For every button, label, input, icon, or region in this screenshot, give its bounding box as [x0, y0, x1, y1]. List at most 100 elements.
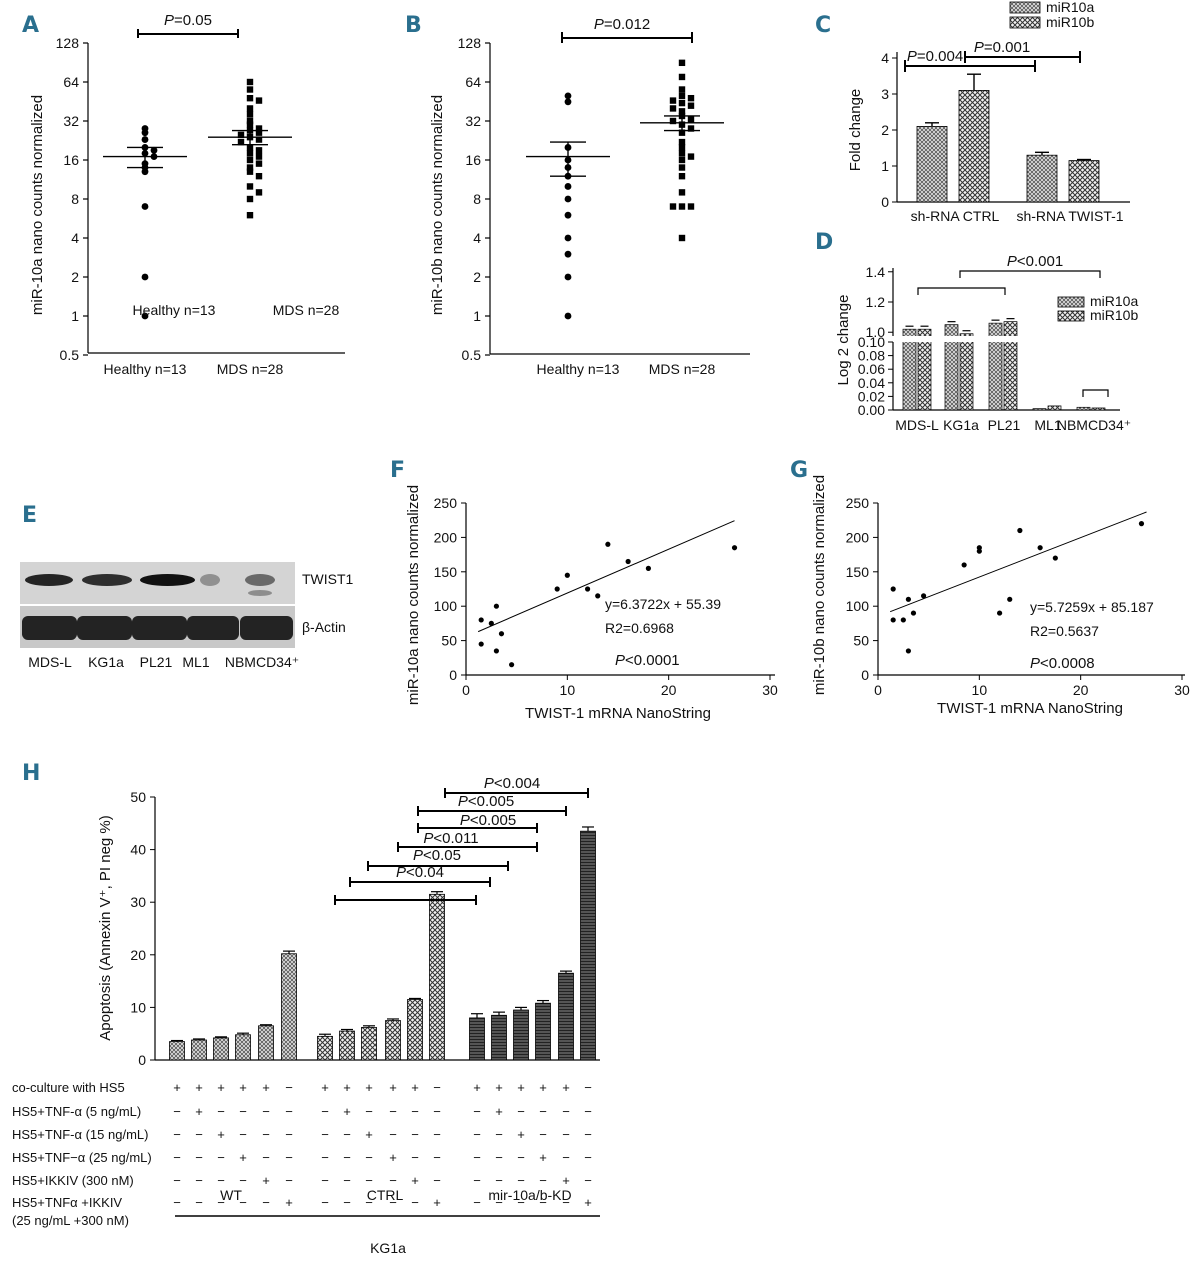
b-ytick-label: 32 — [465, 113, 481, 129]
c-ytick-label: 4 — [881, 50, 889, 66]
b-point-healthy — [564, 234, 572, 242]
panel-f-r2: R2=0.6968 — [605, 620, 674, 636]
panel-a-ylabel: miR-10a nano counts normalized — [29, 95, 46, 315]
b-ytick-label: 2 — [473, 269, 481, 285]
b-point-healthy — [564, 183, 572, 190]
c-ytick-label: 3 — [881, 86, 889, 102]
g-point — [961, 562, 967, 568]
b-ytick-label: 128 — [458, 35, 482, 51]
f-point — [585, 586, 591, 592]
a-point-mds — [255, 153, 263, 160]
f-fit-line — [477, 520, 735, 633]
b-point-healthy — [564, 195, 572, 203]
f-point — [478, 641, 484, 647]
a-point-mds — [255, 172, 263, 180]
g-point — [1017, 527, 1023, 534]
d-ytick-label: 1.2 — [866, 294, 886, 310]
b-point-mds — [687, 94, 695, 102]
panel-b: B miR-10b nano counts normalized 0.5 1 2 4 8… — [405, 13, 750, 377]
h-table-cell: + — [365, 1080, 373, 1095]
h-table-cell: − — [473, 1127, 481, 1142]
f-point — [493, 603, 499, 609]
h-table-cell: − — [343, 1195, 351, 1210]
h-pvalue: P<0.011 — [423, 830, 478, 847]
g-ytick-label: 250 — [846, 495, 870, 511]
b-point-mds — [678, 59, 686, 67]
h-table-cell: − — [239, 1195, 247, 1210]
d-bar-miR10b — [1003, 321, 1018, 411]
b-point-healthy — [564, 98, 572, 106]
panel-a-pvalue: P=0.05 — [164, 12, 212, 29]
b-ytick-label: 16 — [465, 152, 481, 168]
blot-actin-band — [22, 616, 77, 640]
b-ytick-label: 8 — [473, 191, 481, 207]
h-table-cell: + — [539, 1080, 547, 1095]
h-table-cell: − — [433, 1080, 441, 1095]
h-condition-label: HS5+TNF-α (5 ng/mL) — [12, 1104, 141, 1119]
h-table-cell: − — [517, 1104, 525, 1119]
h-table-cell: − — [285, 1104, 293, 1119]
d-bar-miR10b — [1047, 405, 1062, 411]
d-ytick-label: 0.00 — [858, 402, 885, 418]
h-table-cell: − — [195, 1173, 203, 1188]
panel-a-xtick-healthy: Healthy n=13 — [104, 361, 187, 377]
b-point-mds — [669, 117, 677, 125]
blot-twist1-band — [248, 590, 272, 596]
panel-d-letter: D — [815, 230, 833, 255]
h-table-cell: + — [365, 1127, 373, 1142]
h-table-cell: + — [195, 1080, 203, 1095]
b-point-mds — [678, 138, 686, 146]
h-table-cell: − — [411, 1127, 419, 1142]
a-point-mds — [246, 183, 254, 190]
h-bar-WT — [169, 1041, 185, 1061]
d-ytick-label: 0.02 — [858, 388, 885, 404]
d-ytick-label: 0.10 — [858, 334, 885, 350]
a-point-mds — [246, 86, 254, 93]
g-xtick-label: 10 — [972, 682, 988, 698]
h-bracket — [367, 861, 509, 871]
panel-b-pvalue: P=0.012 — [594, 16, 650, 33]
blot-actin-band — [77, 616, 132, 640]
h-table-cell: − — [584, 1080, 592, 1095]
a-ytick-label: 16 — [63, 152, 79, 168]
a-point-mds — [246, 156, 254, 164]
panel-c-letter: C — [815, 13, 831, 38]
h-table-cell: − — [321, 1195, 329, 1210]
a-point-mds — [255, 147, 263, 154]
b-point-mds — [678, 189, 686, 196]
d-xtick-label: PL21 — [988, 417, 1021, 433]
h-ytick-label: 30 — [130, 894, 146, 910]
h-table-cell: + — [389, 1080, 397, 1095]
blot-lane-label: NBMCD34⁺ — [225, 654, 299, 670]
a-ytick-label: 1 — [71, 308, 79, 324]
h-bar-mir-10a/b-KD — [513, 1009, 529, 1061]
g-point — [910, 610, 917, 616]
panel-b-xtick-mds: MDS n=28 — [649, 361, 716, 377]
h-table-cell: − — [584, 1173, 592, 1188]
h-pvalue: P<0.005 — [460, 812, 516, 829]
h-table-cell: + — [262, 1080, 270, 1095]
blot-actin-band — [240, 616, 293, 640]
h-bar-WT — [258, 1025, 274, 1061]
h-table-cell: − — [239, 1104, 247, 1119]
h-table-cell: + — [321, 1080, 329, 1095]
blot-lane-label: ML1 — [182, 654, 209, 670]
g-point — [905, 648, 912, 654]
a-point-mds — [246, 164, 254, 171]
d-bar-miR10b — [1091, 407, 1106, 411]
h-table-cell: − — [239, 1173, 247, 1188]
a-point-mds — [246, 150, 254, 157]
h-table-cell: + — [217, 1080, 225, 1095]
panel-d-legend-swatch-10a — [1057, 296, 1085, 308]
c-ytick-label: 2 — [881, 122, 889, 138]
blot-label-actin: β-Actin — [302, 619, 346, 635]
h-table-cell: + — [433, 1195, 441, 1210]
h-pvalue: P<0.004 — [484, 775, 540, 792]
a-point-mds — [246, 195, 254, 203]
a-point-healthy — [150, 146, 158, 154]
a-ytick-label: 2 — [71, 269, 79, 285]
a-point-mds — [255, 189, 263, 196]
blot-twist1-band — [140, 574, 195, 586]
h-condition-label: co-culture with HS5 — [12, 1080, 125, 1095]
g-point — [890, 586, 896, 592]
